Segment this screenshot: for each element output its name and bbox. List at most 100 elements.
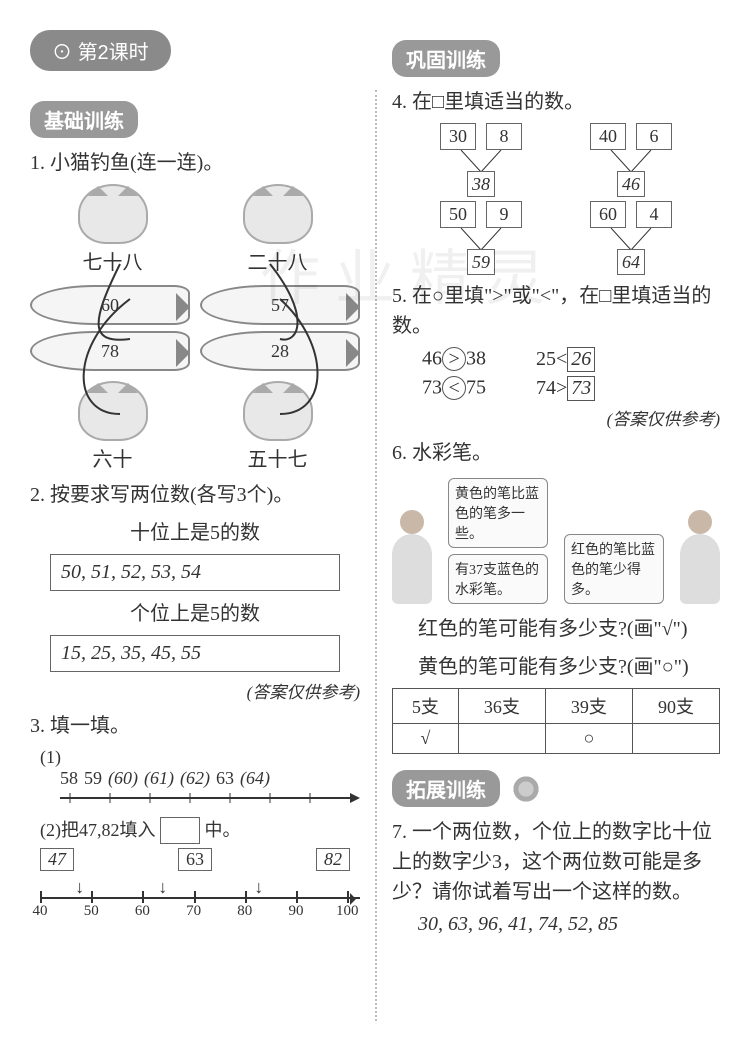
q5-l: 46 bbox=[422, 348, 442, 370]
q2-ans1: 50, 51, 52, 53, 54 bbox=[50, 554, 340, 591]
fish-78: 78 bbox=[30, 331, 190, 371]
q4-r: 59 bbox=[467, 249, 495, 275]
cat-icon bbox=[78, 381, 148, 441]
person-icon bbox=[680, 534, 720, 604]
q3-tick-ans: (64) bbox=[240, 768, 270, 789]
right-column: 巩固训练 4. 在□里填适当的数。 30 8 38 40 6 46 bbox=[382, 30, 730, 1041]
q5-grid: 46>38 25<26 73<75 74>73 bbox=[422, 347, 720, 401]
q4-title: 4. 在□里填适当的数。 bbox=[392, 87, 720, 117]
q3-tick: 63 bbox=[216, 768, 234, 789]
axis-tick: 40 bbox=[33, 903, 48, 920]
q3-tick-ans: (62) bbox=[180, 768, 210, 789]
td-ans bbox=[632, 724, 719, 754]
numberline-2: 40 50 60 70 80 90 100 ↓ ↓ ↓ bbox=[40, 877, 360, 917]
q3-part1-prefix: (1) bbox=[40, 747, 61, 767]
girl-icon bbox=[144, 105, 174, 135]
q5-note: (答案仅供参考) bbox=[392, 405, 720, 430]
q7-title: 7. 一个两位数，个位上的数字比十位上的数字少3，这个两位数可能是多少？请你试着… bbox=[392, 817, 720, 907]
fish-57: 57 bbox=[200, 285, 360, 325]
q2-sub2: 个位上是5的数 bbox=[30, 599, 360, 629]
section-extend: 拓展训练 bbox=[392, 770, 720, 807]
q1-diagram: 七十八 二十八 60 57 78 28 六十 bbox=[30, 184, 360, 472]
cat-icon bbox=[243, 381, 313, 441]
td-ans: ○ bbox=[545, 724, 632, 754]
q6-line2: 黄色的笔可能有多少支?(画"○") bbox=[418, 652, 720, 682]
q5-box: 26 bbox=[567, 347, 595, 372]
cat-label-3: 六十 bbox=[78, 443, 148, 472]
q4-b: 4 bbox=[636, 201, 672, 228]
section-basic-label: 基础训练 bbox=[30, 101, 138, 138]
q4-r: 38 bbox=[467, 171, 495, 197]
q3-p2-text-a: (2)把47,82填入 bbox=[40, 820, 156, 840]
q1-title: 1. 小猫钓鱼(连一连)。 bbox=[30, 148, 360, 178]
th: 5支 bbox=[393, 689, 459, 724]
cat-icon bbox=[243, 184, 313, 244]
q4-a: 40 bbox=[590, 123, 626, 150]
q5-r: 75 bbox=[466, 377, 486, 399]
section-extend-label: 拓展训练 bbox=[392, 770, 500, 807]
lesson-tab: 第2课时 bbox=[30, 30, 171, 71]
th: 39支 bbox=[545, 689, 632, 724]
q5-title: 5. 在○里填">"或"<"，在□里填适当的数。 bbox=[392, 281, 720, 341]
fish-28: 28 bbox=[200, 331, 360, 371]
q6-people: 黄色的笔比蓝色的笔多一些。 有37支蓝色的水彩笔。 红色的笔比蓝色的笔少得多。 bbox=[392, 478, 720, 604]
cat-mascot-icon bbox=[506, 774, 546, 804]
q2-note: (答案仅供参考) bbox=[30, 678, 360, 703]
q2-sub1: 十位上是5的数 bbox=[30, 518, 360, 548]
section-consolidate: 巩固训练 bbox=[392, 40, 720, 77]
q3-part1: (1) 58 59 (60) (61) (62) 63 (64) bbox=[40, 747, 360, 810]
q4-b: 9 bbox=[486, 201, 522, 228]
bubble-yellow: 黄色的笔比蓝色的笔多一些。 bbox=[448, 478, 548, 548]
page: 第2课时 基础训练 1. 小猫钓鱼(连一连)。 七十八 二十八 60 57 bbox=[0, 0, 750, 1061]
numberline-1 bbox=[60, 791, 360, 805]
q3-title: 3. 填一填。 bbox=[30, 711, 360, 741]
q4-row2: 50 9 59 60 4 64 bbox=[392, 201, 720, 273]
axis-tick: 100 bbox=[336, 903, 359, 920]
cat-label-1: 七十八 bbox=[78, 246, 148, 275]
q3-tick: 59 bbox=[84, 768, 102, 789]
q4-a: 60 bbox=[590, 201, 626, 228]
th: 36支 bbox=[458, 689, 545, 724]
q4-row1: 30 8 38 40 6 46 bbox=[392, 123, 720, 195]
section-basic: 基础训练 bbox=[30, 101, 360, 138]
q3-box-63: 63 bbox=[178, 848, 212, 871]
q5-box: 73 bbox=[567, 376, 595, 401]
q3-tick: 58 bbox=[60, 768, 78, 789]
section-consolidate-label: 巩固训练 bbox=[392, 40, 500, 77]
column-divider bbox=[375, 90, 377, 1021]
q4-r: 46 bbox=[617, 171, 645, 197]
q6-line1: 红色的笔可能有多少支?(画"√") bbox=[418, 614, 720, 644]
th: 90支 bbox=[632, 689, 719, 724]
axis-tick: 50 bbox=[84, 903, 99, 920]
cat-icon bbox=[78, 184, 148, 244]
q2-ans2: 15, 25, 35, 45, 55 bbox=[50, 635, 340, 672]
q3-box-82: 82 bbox=[316, 848, 350, 871]
q3-part2: (2)把47,82填入 中。 47 63 82 40 50 60 70 80 9… bbox=[40, 816, 360, 917]
q4-r: 64 bbox=[617, 249, 645, 275]
q5-l2: 25< bbox=[536, 348, 567, 370]
q3-p2-text-b: 中。 bbox=[205, 820, 241, 840]
td-ans bbox=[458, 724, 545, 754]
bubble-red: 红色的笔比蓝色的笔少得多。 bbox=[564, 534, 664, 604]
q6-title: 6. 水彩笔。 bbox=[392, 438, 720, 468]
q5-op: > bbox=[442, 347, 466, 371]
axis-tick: 60 bbox=[135, 903, 150, 920]
left-column: 第2课时 基础训练 1. 小猫钓鱼(连一连)。 七十八 二十八 60 57 bbox=[20, 30, 370, 1041]
q3-box-47: 47 bbox=[40, 848, 74, 871]
axis-tick: 80 bbox=[237, 903, 252, 920]
cat-label-4: 五十七 bbox=[243, 443, 313, 472]
q5-op: < bbox=[442, 376, 466, 400]
td-ans: √ bbox=[393, 724, 459, 754]
q3-tick-ans: (60) bbox=[108, 768, 138, 789]
q5-l2: 74> bbox=[536, 377, 567, 399]
q4-b: 8 bbox=[486, 123, 522, 150]
q2-title: 2. 按要求写两位数(各写3个)。 bbox=[30, 480, 360, 510]
axis-tick: 70 bbox=[186, 903, 201, 920]
axis-tick: 90 bbox=[289, 903, 304, 920]
girl-icon bbox=[506, 44, 536, 74]
cat-label-2: 二十八 bbox=[243, 246, 313, 275]
bubble-blue: 有37支蓝色的水彩笔。 bbox=[448, 554, 548, 604]
fish-60: 60 bbox=[30, 285, 190, 325]
person-icon bbox=[392, 534, 432, 604]
q5-l: 73 bbox=[422, 377, 442, 399]
